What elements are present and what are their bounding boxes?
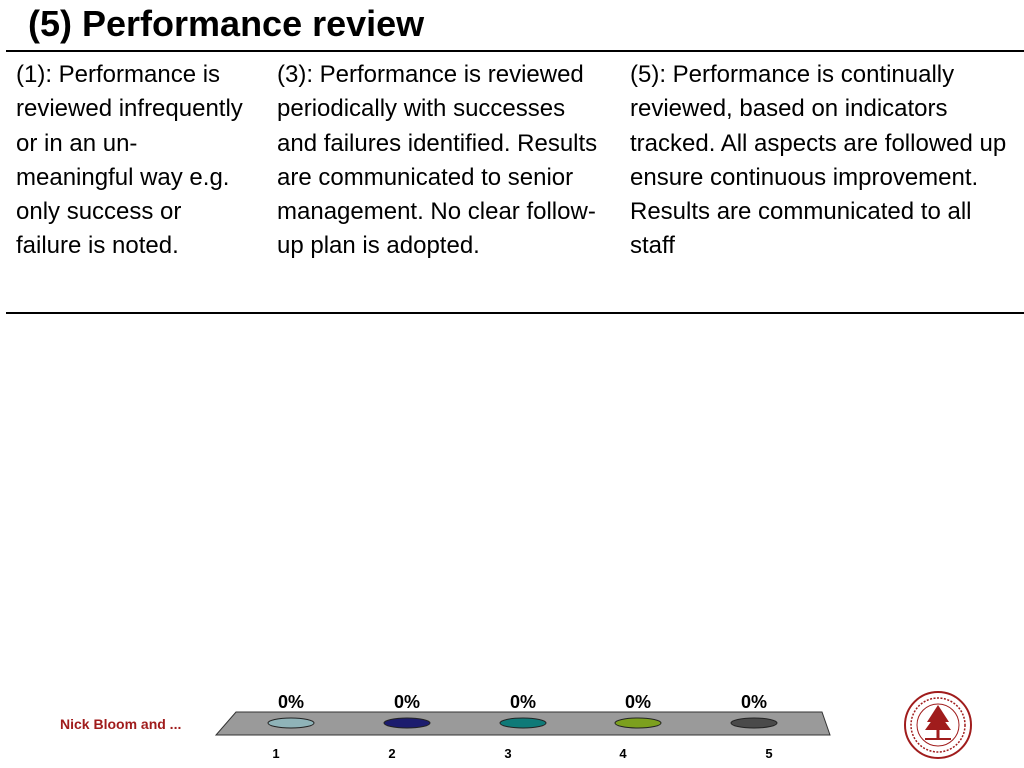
bar-base xyxy=(267,717,315,729)
response-chart: 0% 1 0% 2 0% 3 0% 4 0% 5 xyxy=(214,692,831,761)
bar-base xyxy=(383,717,431,729)
x-tick-label: 3 xyxy=(504,746,511,761)
footer-author: Nick Bloom and ... xyxy=(60,716,182,732)
value-label: 0% xyxy=(394,692,420,712)
value-label: 0% xyxy=(510,692,536,712)
bar-base xyxy=(614,717,662,729)
criteria-column-3: (3): Performance is reviewed periodicall… xyxy=(277,61,598,260)
table-bottom-border xyxy=(6,312,1024,314)
criteria-column-1: (1): Performance is reviewed infrequentl… xyxy=(16,61,243,260)
x-tick-label: 4 xyxy=(619,746,627,761)
x-tick-label: 1 xyxy=(272,746,279,761)
slide-title: (5) Performance review xyxy=(28,3,425,44)
x-tick-label: 2 xyxy=(388,746,395,761)
value-label: 0% xyxy=(278,692,304,712)
value-label: 0% xyxy=(625,692,651,712)
university-seal-icon xyxy=(904,691,972,759)
bar-base xyxy=(730,717,778,729)
x-tick-label: 5 xyxy=(765,746,772,761)
bar-base xyxy=(499,717,547,729)
criteria-column-5: (5): Performance is continually reviewed… xyxy=(630,61,1007,260)
table-top-border xyxy=(6,50,1024,52)
value-label: 0% xyxy=(741,692,767,712)
